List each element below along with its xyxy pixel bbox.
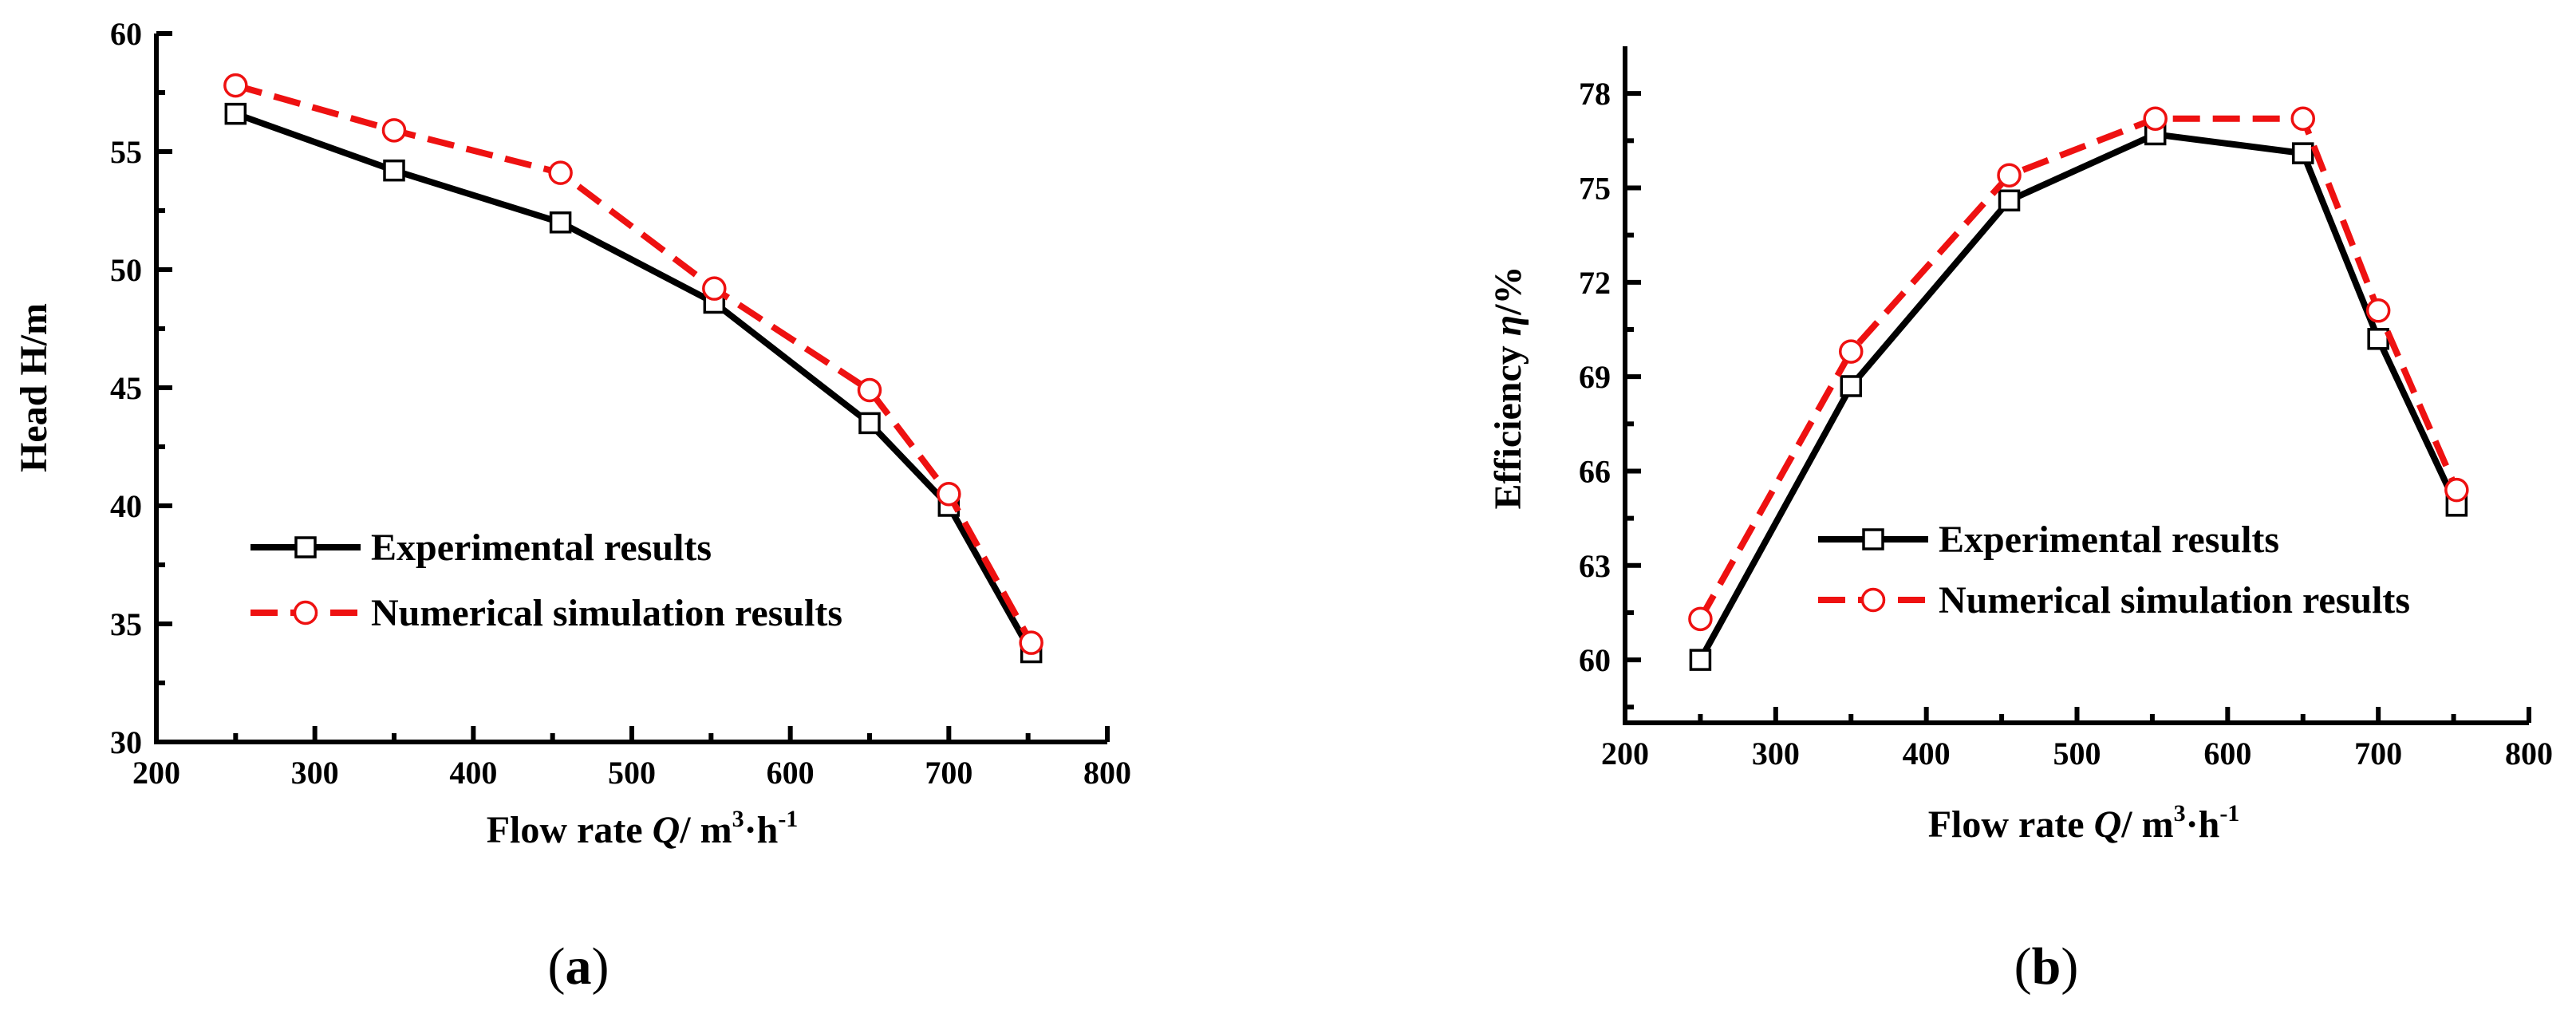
panel-a-x-tick-label: 800 bbox=[1083, 755, 1131, 791]
panel-a-experimental-point-1 bbox=[383, 159, 405, 182]
panel-a-experimental-point-2 bbox=[549, 211, 572, 234]
panel-b-y-tick-label: 72 bbox=[1579, 265, 1611, 301]
panel-a-numerical-point-6 bbox=[1019, 630, 1043, 655]
panel-b-legend-marker-1 bbox=[1860, 587, 1886, 613]
panel-a-legend-marker-0 bbox=[294, 536, 317, 558]
panel-b-x-tick-label: 400 bbox=[1903, 736, 1951, 771]
panel-a-numerical-point-2 bbox=[548, 160, 573, 185]
panel-b-experimental-point-2 bbox=[1998, 189, 2021, 212]
chart-panel-a: 200 300 400 500 600 700 800 30 35 40 45 50 55 60 Flow … bbox=[13, 16, 1131, 996]
panel-b-y-tick-label: 60 bbox=[1579, 642, 1611, 678]
panel-a-x-tick-label: 200 bbox=[132, 755, 180, 791]
panel-b-y-axis-title: Efficiency η/% bbox=[1487, 266, 1529, 510]
chart-panel-b: 200 300 400 500 600 700 800 60 63 66 69 72 75 78 Flow … bbox=[1487, 46, 2553, 996]
panel-a-x-tick-label: 700 bbox=[925, 755, 972, 791]
panel-b-x-tick-label: 500 bbox=[2053, 736, 2101, 771]
panel-b-numerical-point-3 bbox=[2143, 106, 2168, 131]
panel-a-x-tick-label: 600 bbox=[767, 755, 815, 791]
panel-a-legend-label-0: Experimental results bbox=[371, 527, 712, 569]
panel-a-experimental-point-0 bbox=[224, 102, 247, 125]
panel-b-x-tick-label: 200 bbox=[1601, 736, 1649, 771]
panel-b-numerical-point-0 bbox=[1688, 606, 1713, 632]
panel-a-y-tick-label: 45 bbox=[110, 370, 142, 406]
panel-b-numerical-point-5 bbox=[2365, 298, 2391, 323]
panel-b-numerical-point-1 bbox=[1839, 339, 1864, 364]
panel-b-numerical-point-2 bbox=[1997, 163, 2022, 187]
panel-a-numerical-point-4 bbox=[857, 377, 882, 403]
panel-a-x-tick-label: 500 bbox=[608, 755, 656, 791]
panel-b-y-tick-label: 75 bbox=[1579, 170, 1611, 206]
panel-a-numerical-point-1 bbox=[381, 118, 407, 143]
panel-a-experimental-point-4 bbox=[858, 412, 881, 435]
panel-b-numerical-point-6 bbox=[2444, 477, 2469, 503]
panel-a-x-axis-title: Flow rate Q/ m3·h-1 bbox=[487, 806, 799, 851]
panel-b-legend-label-0: Experimental results bbox=[1939, 519, 2279, 561]
panel-b-x-axis-title: Flow rate Q/ m3·h-1 bbox=[1928, 800, 2240, 846]
panel-a-y-tick-label: 30 bbox=[110, 724, 142, 760]
panel-b-legend-marker-0 bbox=[1862, 528, 1884, 550]
panel-a-legend-label-1: Numerical simulation results bbox=[371, 592, 842, 634]
panel-b-caption: (b) bbox=[2014, 937, 2079, 996]
panel-b-experimental-point-0 bbox=[1689, 649, 1712, 671]
panel-a-y-tick-label: 60 bbox=[110, 16, 142, 52]
panel-b-experimental-point-5 bbox=[2367, 328, 2389, 350]
panel-b-y-tick-label: 78 bbox=[1579, 76, 1611, 112]
panel-b-y-tick-label: 69 bbox=[1579, 359, 1611, 395]
panel-b-legend-label-1: Numerical simulation results bbox=[1939, 579, 2410, 621]
panel-a-numerical-point-0 bbox=[223, 73, 248, 98]
panel-a-x-tick-label: 300 bbox=[291, 755, 339, 791]
panel-a-numerical-point-3 bbox=[702, 276, 727, 301]
panel-b-y-tick-label: 63 bbox=[1579, 548, 1611, 584]
panel-a-legend-marker-1 bbox=[293, 600, 318, 625]
panel-a-experimental-line bbox=[234, 110, 1035, 654]
panel-b-x-tick-label: 700 bbox=[2354, 736, 2402, 771]
panel-b-y-tick-label: 66 bbox=[1579, 453, 1611, 489]
panel-b-experimental-point-4 bbox=[2292, 142, 2314, 164]
panel-a-y-tick-label: 35 bbox=[110, 606, 142, 642]
panel-a-numerical-point-5 bbox=[937, 481, 961, 507]
panel-b-experimental-point-1 bbox=[1840, 375, 1862, 397]
panel-a-y-tick-label: 50 bbox=[110, 252, 142, 288]
panel-b-x-tick-label: 600 bbox=[2203, 736, 2251, 771]
panel-a-caption: (a) bbox=[548, 937, 609, 996]
panel-a-y-tick-label: 40 bbox=[110, 488, 142, 524]
panel-b-x-tick-label: 800 bbox=[2505, 736, 2553, 771]
panel-b-x-tick-label: 300 bbox=[1752, 736, 1800, 771]
panel-a-y-axis-title: Head H/m bbox=[13, 303, 55, 472]
panel-a-x-tick-label: 400 bbox=[449, 755, 497, 791]
panel-a-y-tick-label: 55 bbox=[110, 134, 142, 170]
panel-b-numerical-point-4 bbox=[2290, 106, 2315, 131]
